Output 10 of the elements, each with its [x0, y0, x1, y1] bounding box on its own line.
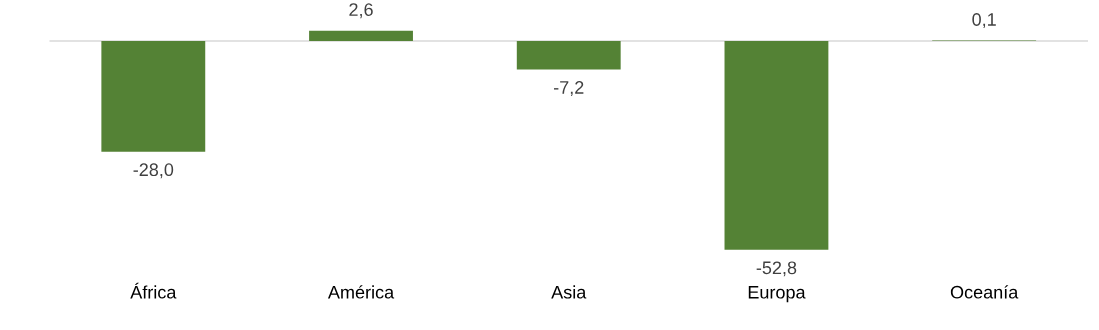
x-tick-label: Asia [551, 285, 587, 299]
data-label: 0,1 [972, 13, 996, 29]
x-tick-label: América [327, 285, 395, 299]
data-label: -7,2 [553, 81, 584, 96]
x-tick-label: Europa [748, 286, 806, 303]
data-label: 2,6 [349, 3, 373, 19]
x-tick-label: África [130, 282, 177, 299]
x-tick-label: Oceanía [950, 285, 1019, 299]
data-label: -52,8 [756, 261, 797, 277]
data-label: -28,0 [133, 163, 174, 179]
